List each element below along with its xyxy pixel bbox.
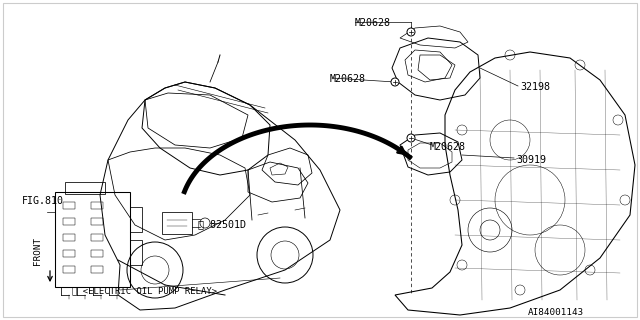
Bar — [91, 266, 103, 273]
Bar — [63, 266, 75, 273]
Text: AI84001143: AI84001143 — [528, 308, 584, 317]
Bar — [91, 202, 103, 209]
Bar — [63, 218, 75, 225]
Text: FIG.810: FIG.810 — [22, 196, 64, 206]
Text: ① 82501D: ① 82501D — [198, 219, 246, 229]
Text: FRONT: FRONT — [33, 237, 42, 265]
Text: M20628: M20628 — [330, 74, 366, 84]
Bar — [91, 218, 103, 225]
Circle shape — [407, 28, 415, 36]
Bar — [63, 202, 75, 209]
Bar — [162, 212, 192, 234]
Text: M20628: M20628 — [355, 18, 391, 28]
Bar — [130, 207, 142, 232]
Text: ① <ELECTRIC OIL PUMP RELAY>: ① <ELECTRIC OIL PUMP RELAY> — [72, 286, 217, 295]
Bar — [91, 234, 103, 241]
Circle shape — [391, 78, 399, 86]
Bar — [63, 250, 75, 257]
Circle shape — [407, 134, 415, 142]
Bar — [65, 182, 105, 194]
Bar — [91, 250, 103, 257]
Text: 32198: 32198 — [520, 82, 550, 92]
Bar — [63, 234, 75, 241]
Bar — [130, 240, 142, 265]
Bar — [55, 192, 130, 287]
Text: 30919: 30919 — [516, 155, 546, 165]
Text: M20628: M20628 — [430, 142, 466, 152]
